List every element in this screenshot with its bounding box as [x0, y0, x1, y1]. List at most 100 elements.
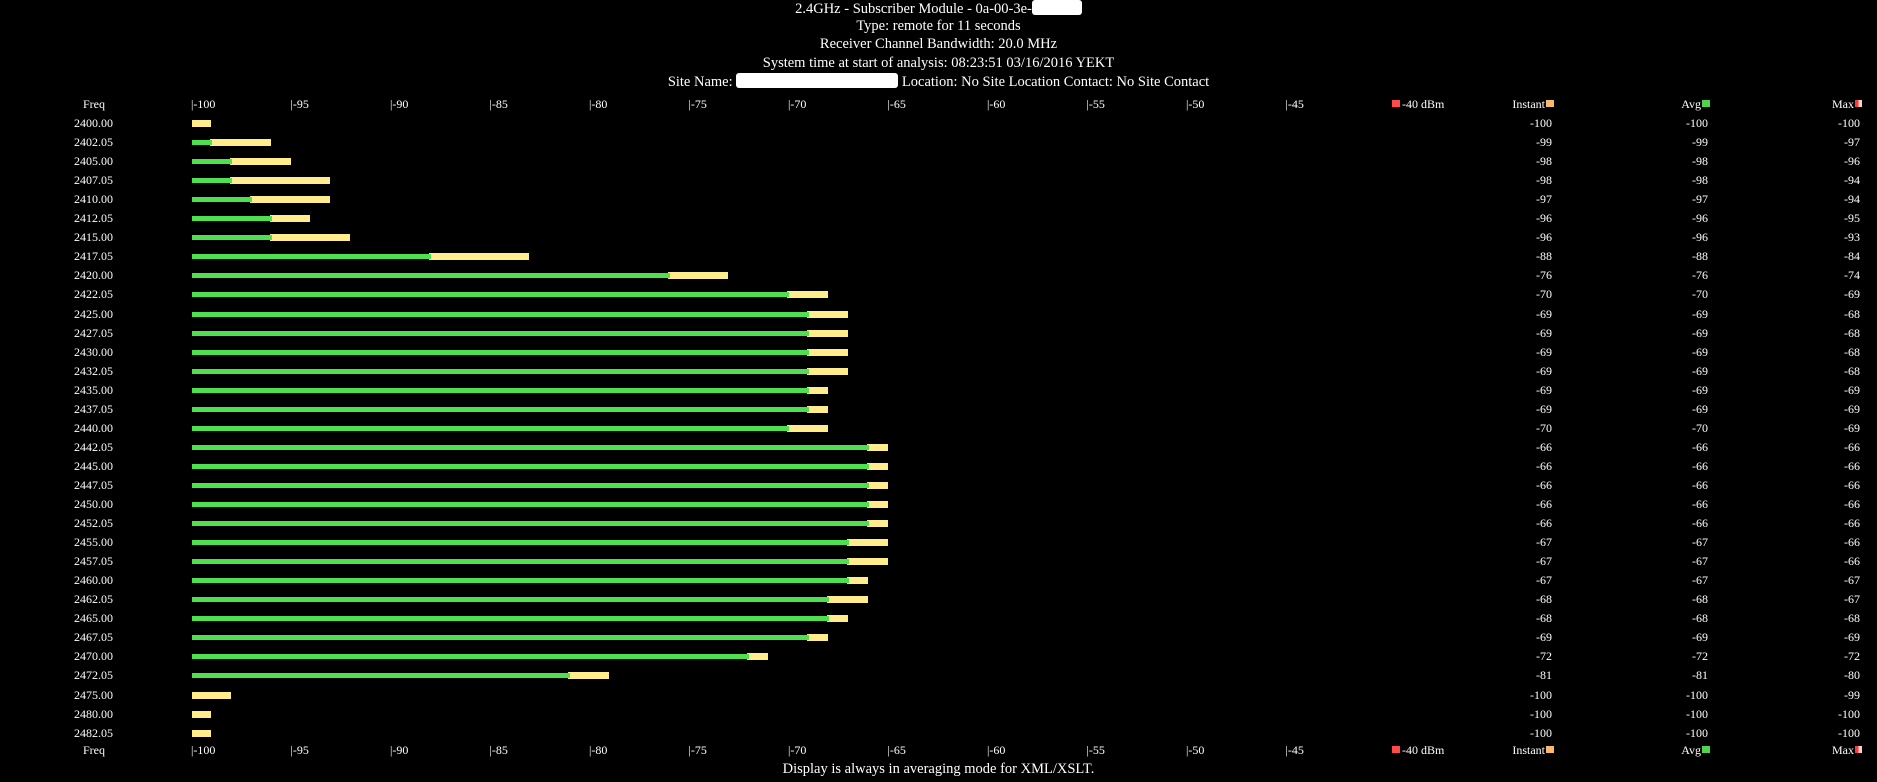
avg-column-label: Avg	[1681, 97, 1701, 111]
freq-label: 2447.05	[74, 477, 113, 492]
redacted-mac-block	[1031, 0, 1082, 15]
avg-value: -81	[1692, 668, 1708, 683]
max-bar	[192, 691, 231, 699]
header-line-system-time: System time at start of analysis: 08:23:…	[762, 55, 1115, 71]
avg-bar	[192, 463, 869, 469]
avg-bar	[192, 616, 829, 622]
spectrum-row: 2467.05 -69 -69 -69	[0, 628, 1877, 647]
freq-label: 2410.00	[74, 192, 113, 207]
freq-label: 2425.00	[74, 306, 113, 321]
scale-tick-label-bottom: |-70	[788, 743, 807, 757]
max-value: -69	[1844, 420, 1860, 435]
scale-tick-label-bottom: |-80	[589, 743, 608, 757]
avg-value: -66	[1692, 497, 1708, 511]
freq-label: 2430.00	[74, 344, 113, 359]
max-value: -96	[1844, 154, 1860, 169]
avg-swatch-icon	[1702, 100, 1710, 107]
avg-value: -98	[1692, 154, 1708, 169]
freq-label: 2445.00	[74, 458, 113, 473]
instant-value: -97	[1536, 192, 1552, 207]
max-bar	[806, 405, 828, 413]
spectrum-row: 2425.00 -69 -69 -68	[0, 305, 1877, 324]
max-value: -66	[1844, 477, 1860, 492]
spectrum-row: 2427.05 -69 -69 -68	[0, 324, 1877, 343]
spectrum-row: 2447.05 -66 -66 -66	[0, 476, 1877, 495]
avg-bar	[192, 140, 212, 146]
instant-value: -81	[1536, 668, 1552, 683]
freq-label: 2405.00	[74, 154, 113, 169]
max-value: -66	[1844, 439, 1860, 454]
max-value: -69	[1844, 287, 1860, 302]
spectrum-row: 2407.05 -98 -98 -94	[0, 171, 1877, 190]
max-value: -97	[1844, 135, 1860, 150]
instant-column-label-bottom: Instant	[1512, 743, 1545, 757]
instant-value: -69	[1536, 382, 1552, 397]
max-value: -94	[1844, 173, 1860, 188]
max-value: -68	[1844, 344, 1860, 359]
scale-tick-label-bottom: |-45	[1285, 743, 1304, 757]
spectrum-row: 2422.05 -70 -70 -69	[0, 285, 1877, 304]
avg-bar	[192, 159, 232, 165]
avg-value: -99	[1692, 135, 1708, 150]
avg-bar	[192, 387, 809, 393]
avg-swatch-icon-bottom	[1702, 746, 1710, 753]
max-column-label-bottom: Max	[1832, 743, 1854, 757]
max-bar	[806, 329, 848, 337]
spectrum-row: 2437.05 -69 -69 -69	[0, 400, 1877, 419]
freq-label: 2462.05	[74, 592, 113, 607]
max-value: -68	[1844, 611, 1860, 626]
freq-label: 2417.05	[74, 249, 113, 264]
avg-bar	[192, 482, 869, 488]
scale-tick-label-bottom: |-90	[390, 743, 409, 757]
avg-value: -66	[1692, 477, 1708, 492]
max-value: -95	[1844, 211, 1860, 226]
instant-value: -70	[1536, 420, 1552, 435]
scale-tick-label-bottom: |-60	[987, 743, 1006, 757]
avg-value: -66	[1692, 439, 1708, 454]
scale-end-label: -40 dBm	[1392, 95, 1444, 114]
max-value: -72	[1844, 649, 1860, 664]
spectrum-row: 2465.00 -68 -68 -68	[0, 609, 1877, 628]
spectrum-row: 2452.05 -66 -66 -66	[0, 514, 1877, 533]
scale-tick-label-bottom: |-55	[1086, 743, 1105, 757]
max-bar	[787, 424, 828, 432]
spectrum-row: 2457.05 -67 -67 -66	[0, 552, 1877, 571]
max-bar	[192, 710, 211, 718]
scale-row-bottom: Freq |-100 |-95 |-90 |-85 |-80 |-75 |-70 |-65 |-6…	[0, 741, 1877, 760]
avg-value: -100	[1686, 725, 1708, 740]
freq-label: 2482.05	[74, 725, 113, 740]
avg-bar	[192, 578, 849, 584]
max-value: -69	[1844, 382, 1860, 397]
scale-tick-label-bottom: |-100	[191, 743, 216, 757]
avg-bar	[192, 197, 252, 203]
avg-column-label-bottom: Avg	[1681, 743, 1701, 757]
avg-value: -76	[1692, 268, 1708, 283]
spectrum-row: 2415.00 -96 -96 -93	[0, 228, 1877, 247]
max-value: -66	[1844, 497, 1860, 511]
scale-tick-label-bottom: |-50	[1186, 743, 1205, 757]
max-swatch-icon	[1855, 100, 1862, 107]
instant-value: -68	[1536, 592, 1552, 607]
freq-label: 2400.00	[74, 116, 113, 130]
dbm-swatch-icon	[1392, 100, 1400, 107]
instant-value: -67	[1536, 573, 1552, 588]
avg-value: -66	[1692, 516, 1708, 531]
max-value: -66	[1844, 458, 1860, 473]
avg-value: -88	[1692, 249, 1708, 264]
spectrum-row: 2475.00 -100 -100 -99	[0, 686, 1877, 705]
avg-value: -98	[1692, 173, 1708, 188]
max-value: -74	[1844, 268, 1860, 283]
avg-column-header-bottom: Avg	[1681, 741, 1710, 760]
scale-tick-label-bottom: |-65	[887, 743, 906, 757]
freq-label: 2412.05	[74, 211, 113, 226]
instant-value: -100	[1530, 706, 1552, 721]
spectrum-row: 2440.00 -70 -70 -69	[0, 419, 1877, 438]
avg-bar	[192, 273, 670, 279]
spectrum-row: 2402.05 -99 -99 -97	[0, 133, 1877, 152]
freq-label: 2472.05	[74, 668, 113, 683]
avg-value: -67	[1692, 554, 1708, 569]
freq-label: 2402.05	[74, 135, 113, 150]
avg-bar	[192, 502, 869, 507]
header-line-bandwidth: Receiver Channel Bandwidth: 20.0 MHz	[819, 36, 1058, 52]
spectrum-row: 2472.05 -81 -81 -80	[0, 666, 1877, 685]
